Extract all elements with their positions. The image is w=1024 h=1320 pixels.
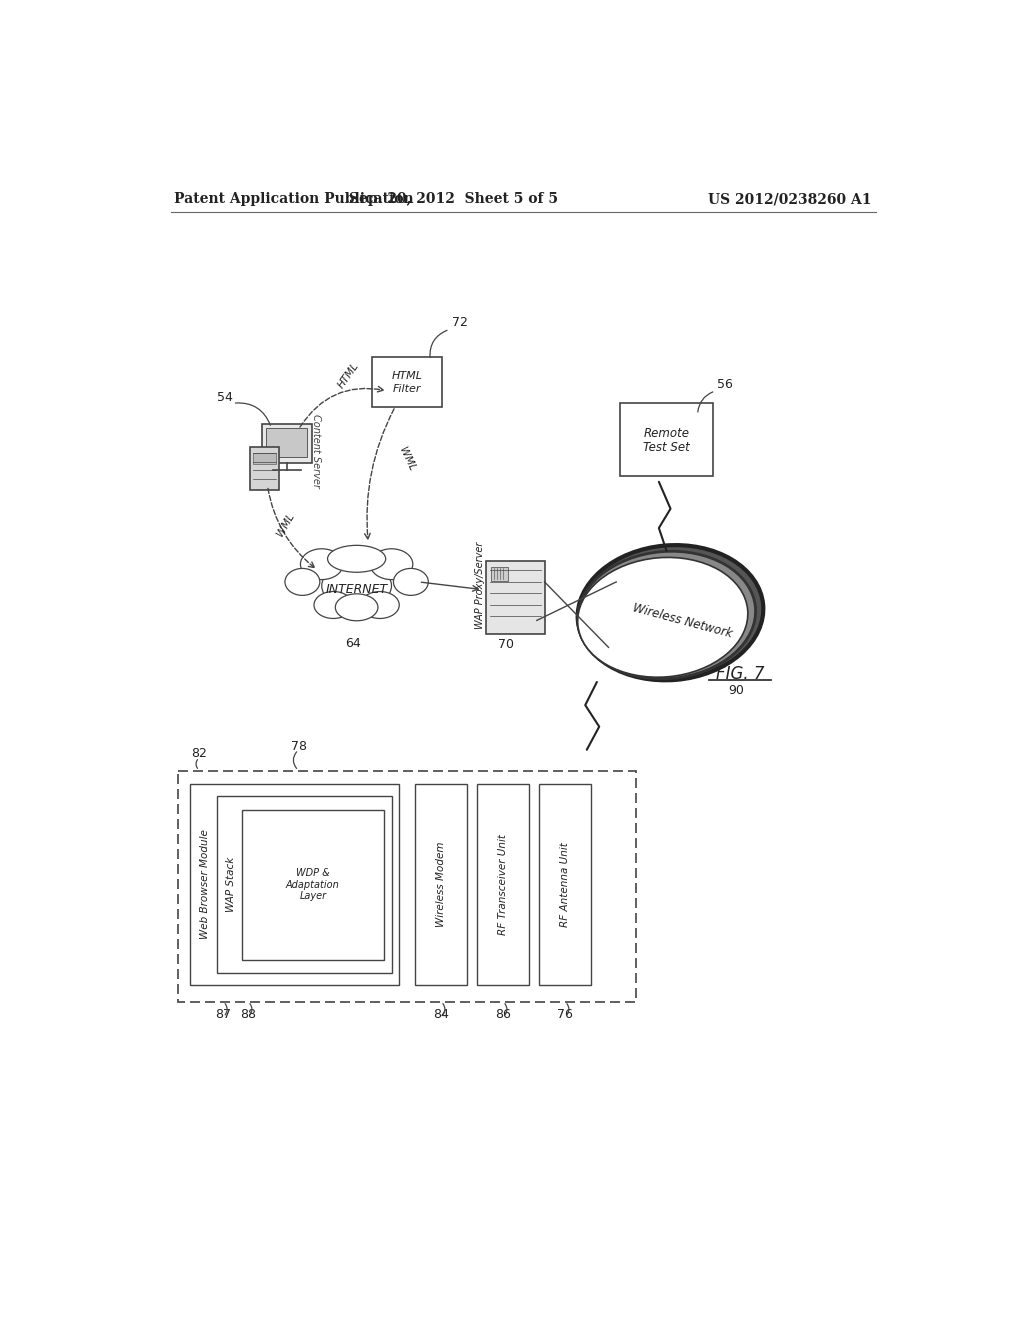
Text: Patent Application Publication: Patent Application Publication — [174, 193, 414, 206]
Ellipse shape — [578, 552, 756, 678]
Text: 84: 84 — [433, 1008, 450, 1022]
Bar — [266, 428, 307, 457]
Bar — [253, 453, 276, 465]
Text: Test Set: Test Set — [643, 441, 690, 454]
Text: HTML: HTML — [391, 371, 423, 380]
Ellipse shape — [371, 549, 413, 579]
Ellipse shape — [335, 594, 378, 620]
Text: WAP Proxy/Server: WAP Proxy/Server — [475, 543, 485, 630]
Ellipse shape — [314, 591, 352, 619]
Text: 54: 54 — [217, 391, 233, 404]
Bar — [178, 771, 636, 1002]
Text: 90: 90 — [729, 684, 744, 697]
Text: WAP Stack: WAP Stack — [226, 857, 237, 912]
Text: US 2012/0238260 A1: US 2012/0238260 A1 — [709, 193, 872, 206]
Text: RF Transceiver Unit: RF Transceiver Unit — [498, 834, 508, 935]
Text: WML: WML — [397, 445, 417, 473]
Ellipse shape — [322, 562, 391, 609]
Bar — [415, 784, 467, 985]
Text: HTML: HTML — [336, 360, 360, 389]
Bar — [217, 796, 391, 973]
Ellipse shape — [360, 591, 399, 619]
Bar — [621, 403, 713, 477]
Text: 88: 88 — [240, 1008, 256, 1022]
Text: 78: 78 — [291, 739, 307, 752]
Ellipse shape — [300, 549, 343, 579]
Text: RF Antenna Unit: RF Antenna Unit — [560, 842, 570, 927]
Bar — [492, 566, 508, 581]
Text: Wireless Modem: Wireless Modem — [436, 842, 446, 927]
Bar — [486, 561, 545, 634]
Text: Web Browser Module: Web Browser Module — [201, 829, 211, 940]
Text: 76: 76 — [557, 1008, 573, 1022]
Text: Content Server: Content Server — [311, 414, 322, 488]
Text: 64: 64 — [345, 638, 360, 651]
Text: 82: 82 — [191, 747, 208, 760]
Ellipse shape — [578, 557, 748, 677]
Bar — [262, 424, 312, 462]
Text: 72: 72 — [452, 317, 468, 329]
Text: INTERNET: INTERNET — [326, 583, 388, 597]
Bar — [250, 447, 280, 490]
Text: FIG. 7: FIG. 7 — [716, 665, 765, 684]
Bar — [539, 784, 592, 985]
Ellipse shape — [393, 569, 428, 595]
Text: WML: WML — [275, 511, 296, 537]
Bar — [372, 356, 442, 407]
Text: Filter: Filter — [393, 384, 421, 395]
Bar — [190, 784, 399, 985]
Bar — [242, 810, 384, 960]
Text: WDP &
Adaptation
Layer: WDP & Adaptation Layer — [286, 869, 340, 902]
Ellipse shape — [578, 545, 763, 680]
Text: 70: 70 — [499, 638, 514, 651]
Bar — [477, 784, 529, 985]
Text: 56: 56 — [717, 378, 733, 391]
Ellipse shape — [285, 569, 319, 595]
Text: 87: 87 — [215, 1008, 231, 1022]
Text: Sep. 20, 2012  Sheet 5 of 5: Sep. 20, 2012 Sheet 5 of 5 — [349, 193, 558, 206]
Text: Wireless Network: Wireless Network — [631, 601, 733, 640]
Text: 86: 86 — [496, 1008, 511, 1022]
Ellipse shape — [328, 545, 386, 573]
Text: Remote: Remote — [644, 426, 689, 440]
